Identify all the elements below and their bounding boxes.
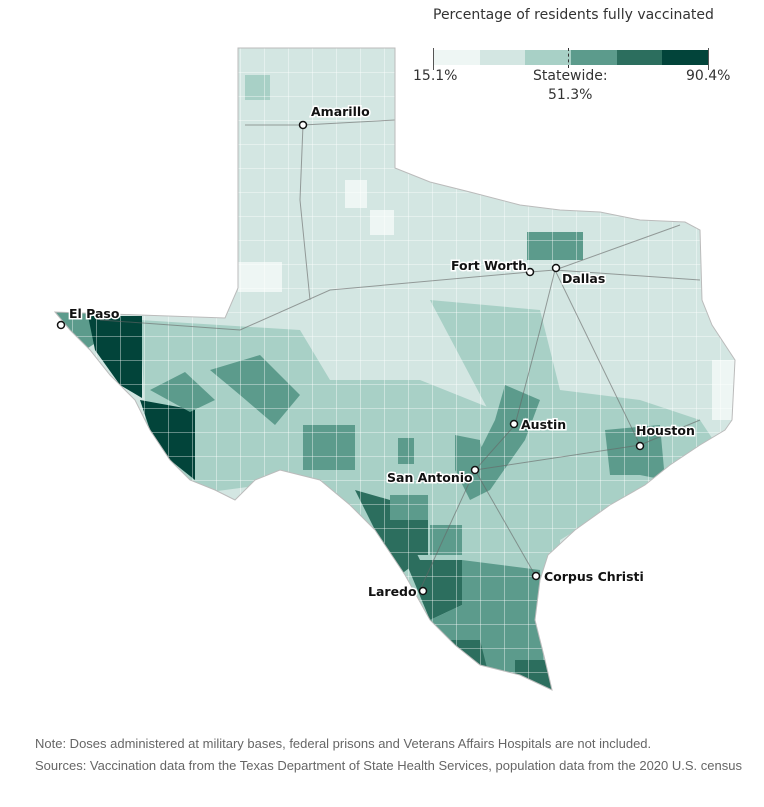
note-text: Note: Doses administered at military bas… bbox=[35, 736, 652, 751]
legend-statewide-label: Statewide: bbox=[533, 68, 608, 84]
legend-color-scale bbox=[434, 50, 709, 65]
city-label-el-paso: El Paso bbox=[69, 306, 120, 321]
legend-bin-6 bbox=[662, 50, 709, 65]
city-marker-austin bbox=[509, 419, 519, 429]
city-markers bbox=[56, 120, 645, 596]
city-marker-fort-worth bbox=[525, 267, 535, 277]
legend-max-label: 90.4% bbox=[686, 68, 731, 84]
city-label-houston: Houston bbox=[636, 423, 695, 438]
city-marker-dallas bbox=[551, 263, 561, 273]
city-marker-amarillo bbox=[298, 120, 308, 130]
county-borders bbox=[55, 48, 735, 690]
city-label-san-antonio: San Antonio bbox=[387, 470, 473, 485]
city-marker-laredo bbox=[418, 586, 428, 596]
texas-county-map: Amarillo Fort Worth Dallas El Paso Austi… bbox=[54, 47, 736, 691]
city-label-fort-worth: Fort Worth bbox=[451, 258, 527, 273]
city-marker-el-paso bbox=[56, 320, 66, 330]
city-label-dallas: Dallas bbox=[562, 271, 605, 286]
legend-statewide-marker bbox=[568, 48, 569, 68]
legend-bin-5 bbox=[616, 50, 663, 65]
legend-min-tick bbox=[433, 48, 434, 70]
legend-bin-4 bbox=[571, 50, 617, 65]
legend-statewide-value: 51.3% bbox=[548, 87, 593, 103]
legend-max-tick bbox=[708, 48, 709, 70]
city-marker-houston bbox=[635, 441, 645, 451]
footnote: Note: Doses administered at military bas… bbox=[35, 733, 755, 777]
legend-min-label: 15.1% bbox=[413, 68, 458, 84]
legend-bin-2 bbox=[479, 50, 526, 65]
city-label-austin: Austin bbox=[521, 417, 566, 432]
legend-title: Percentage of residents fully vaccinated bbox=[433, 7, 714, 23]
legend-bin-1 bbox=[434, 50, 480, 65]
city-label-laredo: Laredo bbox=[368, 584, 417, 599]
city-marker-san-antonio bbox=[470, 465, 480, 475]
city-label-corpus-christi: Corpus Christi bbox=[544, 569, 644, 584]
city-label-amarillo: Amarillo bbox=[311, 104, 370, 119]
city-marker-corpus-christi bbox=[531, 571, 541, 581]
legend-bin-3 bbox=[525, 50, 572, 65]
sources-text: Sources: Vaccination data from the Texas… bbox=[35, 758, 742, 773]
counties bbox=[55, 48, 735, 690]
